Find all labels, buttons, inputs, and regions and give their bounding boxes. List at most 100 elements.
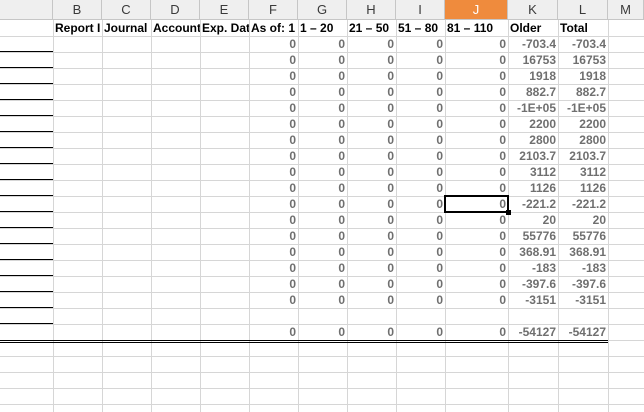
data-cell[interactable]: 0 [387,85,394,99]
data-cell[interactable]: 0 [387,245,394,259]
data-cell[interactable]: 0 [499,181,506,195]
data-cell[interactable]: 0 [338,37,345,51]
data-cell[interactable]: 0 [289,133,296,147]
data-cell[interactable]: -703.4 [521,37,556,51]
data-cell[interactable]: 0 [499,133,506,147]
data-cell[interactable]: 0 [436,133,443,147]
data-cell[interactable]: -221.2 [571,197,606,211]
data-cell[interactable]: 2103.7 [569,149,606,163]
header-cell[interactable]: Exp. Dat [202,21,249,35]
data-cell[interactable]: 0 [289,117,296,131]
data-cell[interactable]: 0 [338,181,345,195]
data-cell[interactable]: 2200 [579,117,606,131]
data-cell[interactable]: 0 [436,229,443,243]
column-header-m[interactable]: M [608,0,644,20]
data-cell[interactable]: -1E+05 [516,101,556,115]
data-cell[interactable]: 0 [338,69,345,83]
data-cell[interactable]: 0 [289,181,296,195]
column-header-h[interactable]: H [347,0,396,20]
data-cell[interactable]: 0 [289,149,296,163]
data-cell[interactable]: 2103.7 [519,149,556,163]
column-header-d[interactable]: D [151,0,200,20]
data-cell[interactable]: 882.7 [575,85,606,99]
header-cell[interactable]: Older [510,21,542,35]
header-cell[interactable]: 51 – 80 [398,21,439,35]
data-cell[interactable]: 0 [338,293,345,307]
data-cell[interactable]: 0 [289,213,296,227]
data-cell[interactable]: 0 [387,149,394,163]
data-cell[interactable]: -397.6 [521,277,556,291]
data-cell[interactable]: 0 [499,101,506,115]
data-cell[interactable]: 368.91 [519,245,556,259]
data-cell[interactable]: -3151 [525,293,556,307]
total-cell[interactable]: 0 [387,325,394,339]
data-cell[interactable]: 0 [499,165,506,179]
data-cell[interactable]: 1918 [579,69,606,83]
header-cell[interactable]: Total [560,21,588,35]
total-cell[interactable]: 0 [499,325,506,339]
data-cell[interactable]: 0 [387,293,394,307]
data-cell[interactable]: 55776 [572,229,606,243]
total-cell[interactable]: -54127 [518,325,556,339]
data-cell[interactable]: 55776 [522,229,556,243]
column-header-b[interactable]: B [53,0,102,20]
data-cell[interactable]: 0 [499,69,506,83]
data-cell[interactable]: 0 [289,245,296,259]
data-cell[interactable]: 0 [338,117,345,131]
data-cell[interactable]: 0 [387,229,394,243]
data-cell[interactable]: 0 [436,277,443,291]
data-cell[interactable]: 0 [338,213,345,227]
data-cell[interactable]: 0 [338,133,345,147]
header-cell[interactable]: 1 – 20 [300,21,334,35]
data-cell[interactable]: -221.2 [521,197,556,211]
data-cell[interactable]: 368.91 [569,245,606,259]
data-cell[interactable]: -1E+05 [566,101,606,115]
data-cell[interactable]: 0 [289,261,296,275]
data-cell[interactable]: 0 [499,245,506,259]
data-cell[interactable]: 0 [289,37,296,51]
data-cell[interactable]: 0 [387,181,394,195]
data-cell[interactable]: 0 [499,37,506,51]
data-cell[interactable]: 0 [289,197,296,211]
data-cell[interactable]: 0 [387,165,394,179]
data-cell[interactable]: 0 [436,149,443,163]
data-cell[interactable]: 0 [387,69,394,83]
fill-handle[interactable] [506,210,511,215]
data-cell[interactable]: 0 [338,245,345,259]
data-cell[interactable]: 1126 [579,181,606,195]
data-cell[interactable]: 0 [499,149,506,163]
data-cell[interactable]: 0 [338,101,345,115]
column-header-a[interactable] [0,0,53,20]
data-cell[interactable]: 0 [436,181,443,195]
data-cell[interactable]: 0 [436,85,443,99]
data-cell[interactable]: 0 [436,165,443,179]
data-cell[interactable]: 0 [499,213,506,227]
data-cell[interactable]: 2200 [529,117,556,131]
data-cell[interactable]: 0 [338,165,345,179]
data-cell[interactable]: 0 [436,101,443,115]
column-header-f[interactable]: F [249,0,298,20]
data-cell[interactable]: 0 [387,197,394,211]
data-cell[interactable]: 16753 [572,53,606,67]
data-cell[interactable]: 0 [338,277,345,291]
data-cell[interactable]: 0 [499,229,506,243]
data-cell[interactable]: 0 [436,213,443,227]
data-cell[interactable]: 0 [499,293,506,307]
data-cell[interactable]: 0 [289,293,296,307]
data-cell[interactable]: 0 [338,149,345,163]
data-cell[interactable]: 882.7 [525,85,556,99]
data-cell[interactable]: 0 [436,117,443,131]
total-cell[interactable]: 0 [289,325,296,339]
data-cell[interactable]: 0 [499,53,506,67]
data-cell[interactable]: 0 [338,197,345,211]
column-header-k[interactable]: K [508,0,558,20]
data-cell[interactable]: -183 [581,261,606,275]
data-cell[interactable]: 0 [436,69,443,83]
data-cell[interactable]: 0 [387,213,394,227]
data-cell[interactable]: 0 [499,261,506,275]
data-cell[interactable]: 0 [499,197,506,211]
data-cell[interactable]: 2800 [579,133,606,147]
data-cell[interactable]: 0 [387,37,394,51]
data-cell[interactable]: 0 [387,261,394,275]
